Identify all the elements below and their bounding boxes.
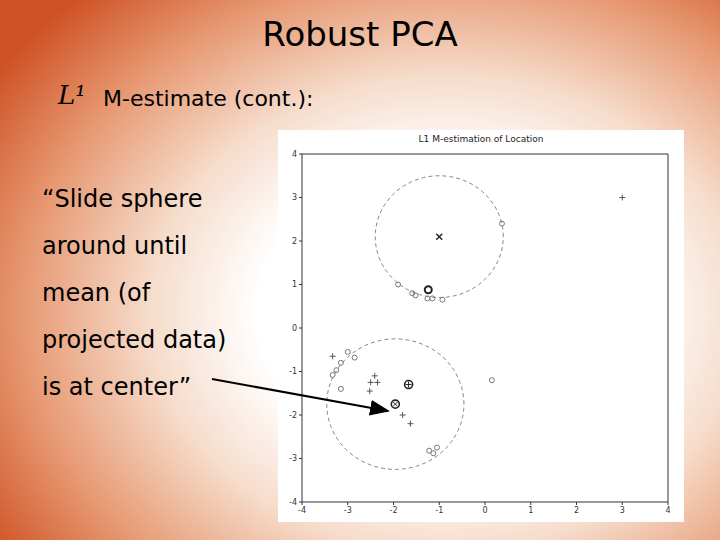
html-text:L¹: L¹ (58, 80, 86, 110)
html-text:M-estimate (cont.):: M-estimate (cont.): (103, 86, 314, 111)
svg-text:-4: -4 (289, 498, 297, 507)
svg-text:2: 2 (292, 237, 297, 246)
svg-text:1: 1 (528, 506, 533, 515)
svg-text:-3: -3 (344, 506, 352, 515)
html-text:projected data): projected data) (42, 326, 227, 354)
html-text:mean (of: mean (of (42, 279, 151, 307)
html-text:L1 M-estimation of Location: L1 M-estimation of Location (418, 134, 544, 144)
svg-text:3: 3 (292, 193, 297, 202)
svg-text:1: 1 (292, 280, 297, 289)
svg-text:-2: -2 (289, 411, 297, 420)
html-text:“Slide sphere: “Slide sphere (42, 185, 203, 213)
svg-text:4: 4 (292, 150, 297, 159)
html-text:Robust PCA: Robust PCA (262, 14, 458, 54)
svg-text:0: 0 (482, 506, 487, 515)
svg-text:4: 4 (665, 506, 670, 515)
svg-text:-1: -1 (435, 506, 443, 515)
svg-text:0: 0 (292, 324, 297, 333)
svg-text:-2: -2 (390, 506, 398, 515)
svg-text:-4: -4 (298, 506, 306, 515)
svg-text:3: 3 (620, 506, 625, 515)
svg-text:2: 2 (574, 506, 579, 515)
html-text:around until: around until (42, 232, 188, 260)
svg-text:-1: -1 (289, 367, 297, 376)
html-text:is at center”: is at center” (42, 373, 192, 401)
svg-text:-3: -3 (289, 454, 297, 463)
